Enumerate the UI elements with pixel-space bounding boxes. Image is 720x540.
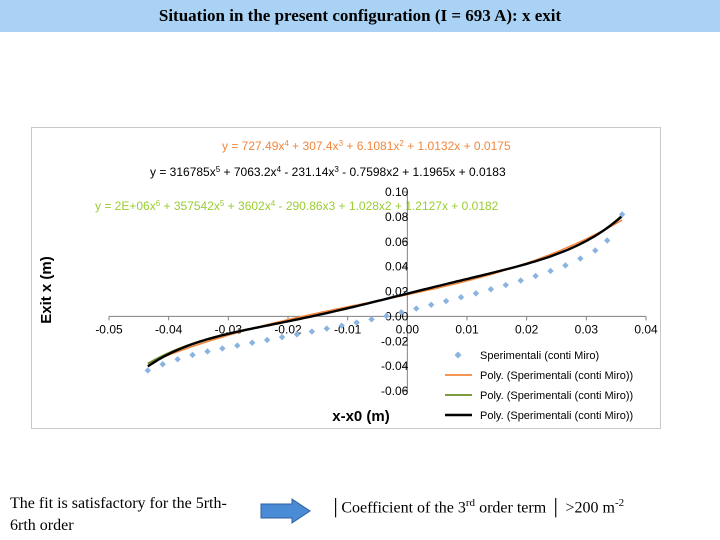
legend-background	[425, 342, 660, 428]
chart-axes: -0.05 -0.04 -0.03 -0.02 -0.01 0.00 0.01 0.02 0.0…	[38, 185, 658, 425]
data-point	[547, 267, 554, 275]
trendline-equation: y = 316785x5 + 7063.2x4 - 231.14x3 - 0.7…	[150, 165, 506, 180]
equation-text: + 1.0132x + 0.0175	[404, 139, 511, 153]
equation-text: y = 2E+06x	[95, 199, 156, 213]
data-point	[353, 319, 360, 326]
equation-text: - 290.86x3 + 1.028x2 + 1.2127x + 0.0182	[275, 199, 499, 213]
fit-note: The fit is satisfactory for the 5rth-6rt…	[10, 495, 227, 534]
right-arrow-icon	[260, 498, 311, 524]
data-point	[249, 339, 256, 346]
x-axis-title: x-x0 (m)	[332, 408, 390, 425]
equation-exponent: 5	[216, 165, 221, 174]
coefficient-note-sup-b: -2	[614, 497, 625, 509]
data-point	[562, 262, 569, 269]
data-point	[442, 297, 450, 305]
data-point	[428, 301, 435, 309]
equation-exponent: 4	[277, 165, 282, 174]
data-point	[592, 247, 599, 254]
x-tick-label: -0.04	[155, 322, 183, 336]
data-point	[398, 309, 405, 316]
x-tick-label: -0.05	[95, 322, 123, 336]
equation-exponent: 5	[220, 199, 225, 208]
equation-text: - 231.14x	[281, 165, 334, 179]
y-tick-label: -0.02	[381, 334, 409, 348]
data-point	[323, 325, 330, 332]
chart-frame: y = 727.49x4 + 307.4x3 + 6.1081x2 + 1.01…	[31, 127, 661, 429]
legend-label: Sperimentali (conti Miro)	[480, 350, 599, 362]
coefficient-note-sup-a: rd	[465, 497, 476, 509]
data-point	[413, 305, 420, 312]
data-point	[487, 286, 495, 293]
data-point	[174, 356, 181, 363]
coefficient-note-text-a: │Coefficient of the 3	[330, 499, 466, 517]
equation-text: y = 316785x	[150, 165, 216, 179]
x-tick-label: 0.02	[515, 322, 539, 336]
legend-label: Poly. (Sperimentali (conti Miro))	[480, 370, 633, 382]
y-tick-label: 0.04	[385, 260, 409, 274]
x-tick-label: 0.04	[634, 322, 658, 336]
data-point	[144, 367, 151, 374]
equation-text: + 7063.2x	[220, 165, 276, 179]
data-point	[293, 331, 301, 338]
legend-marker	[454, 351, 462, 359]
data-point	[472, 290, 480, 297]
y-tick-label: 0.10	[385, 185, 409, 199]
equation-exponent: 2	[399, 139, 404, 148]
equation-text: - 0.7598x2 + 1.1965x + 0.0183	[339, 165, 506, 179]
data-point	[278, 333, 286, 341]
coefficient-note-text-b: order term │ >200 m	[475, 499, 615, 517]
data-point	[308, 328, 316, 335]
trendline-equations: y = 727.49x4 + 307.4x3 + 6.1081x2 + 1.01…	[95, 139, 511, 214]
data-point	[219, 345, 226, 352]
x-tick-label: -0.02	[274, 322, 302, 336]
trendline-equation: y = 727.49x4 + 307.4x3 + 6.1081x2 + 1.01…	[222, 139, 511, 154]
data-point	[604, 237, 611, 244]
data-point	[577, 255, 584, 262]
data-point	[532, 272, 539, 280]
data-point	[517, 277, 524, 284]
x-tick-label: 0.01	[455, 322, 479, 336]
trendline-equation: y = 2E+06x6 + 357542x5 + 3602x4 - 290.86…	[95, 199, 499, 214]
equation-exponent: 3	[334, 165, 339, 174]
slide-title: Situation in the present configuration (…	[0, 0, 720, 32]
poly-trendline-3	[147, 215, 623, 368]
y-tick-label: -0.06	[381, 384, 409, 398]
equation-text: + 3602x	[224, 199, 270, 213]
data-point	[383, 312, 390, 320]
equation-exponent: 4	[271, 199, 276, 208]
x-tick-label: 0.03	[575, 322, 599, 336]
legend: Sperimentali (conti Miro) Poly. (Sperimen…	[445, 350, 633, 422]
data-point	[204, 348, 211, 355]
data-point	[338, 322, 345, 329]
y-tick-label: -0.04	[381, 359, 409, 373]
data-point	[368, 316, 375, 323]
equation-exponent: 6	[156, 199, 161, 208]
y-tick-label: 0.08	[385, 210, 409, 224]
data-point	[457, 294, 465, 301]
data-point	[234, 342, 241, 349]
chart-series	[144, 211, 626, 374]
data-point	[618, 211, 626, 218]
data-point	[502, 281, 509, 289]
data-point	[189, 351, 196, 359]
legend-label: Poly. (Sperimentali (conti Miro))	[480, 410, 633, 422]
x-tick-label: 0.00	[396, 322, 420, 336]
equation-text: + 357542x	[160, 199, 220, 213]
data-point	[263, 336, 271, 344]
data-point	[159, 361, 166, 368]
equation-text: + 307.4x	[289, 139, 339, 153]
y-tick-label: 0.06	[385, 235, 409, 249]
equation-exponent: 4	[284, 139, 289, 148]
equation-exponent: 3	[339, 139, 344, 148]
equation-text: + 6.1081x	[343, 139, 399, 153]
legend-label: Poly. (Sperimentali (conti Miro))	[480, 390, 633, 402]
chart: y = 727.49x4 + 307.4x3 + 6.1081x2 + 1.01…	[38, 139, 660, 428]
y-axis-title: Exit x (m)	[38, 256, 55, 324]
coefficient-note: │Coefficient of the 3rd order term │ >20…	[330, 497, 624, 517]
equation-text: y = 727.49x	[222, 139, 284, 153]
